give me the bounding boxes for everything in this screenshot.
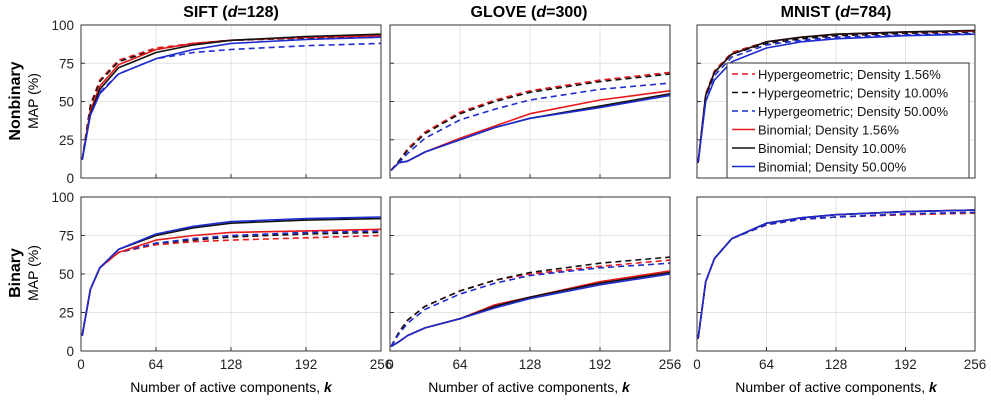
x-tick-label: 64 <box>452 357 468 372</box>
y-tick-label: 75 <box>59 229 74 244</box>
column-title-sift-var: d <box>228 4 239 21</box>
legend-label-1: Hypergeometric; Density 10.00% <box>758 86 948 101</box>
legend-label-5: Binomial; Density 50.00% <box>758 160 907 175</box>
ylabel-nonbinary: MAP (%) <box>25 73 41 129</box>
series-line-5 <box>390 94 671 171</box>
panel-nonbinary-glove <box>389 24 671 179</box>
xlabel-sift-var: k <box>324 379 333 395</box>
series-line-5 <box>697 209 976 339</box>
y-tick-label: 25 <box>59 133 74 148</box>
column-title-glove: GLOVE (d=300) <box>471 4 588 21</box>
legend-label-4: Binomial; Density 10.00% <box>758 141 907 156</box>
x-tick-label: 64 <box>759 357 775 372</box>
x-tick-label: 256 <box>370 357 393 372</box>
x-tick-label: 256 <box>964 357 987 372</box>
series-line-5 <box>81 216 382 336</box>
x-tick-label: 0 <box>386 357 394 372</box>
y-tick-label: 75 <box>59 56 74 71</box>
column-title-glove-eq: =300 <box>546 4 582 21</box>
panel-nonbinary-sift: 0 25 50 75 100 <box>51 18 382 186</box>
ylabel-binary: MAP (%) <box>25 245 41 301</box>
column-title-sift-name: SIFT <box>183 4 218 21</box>
xlabel-mnist-text: Number of active components, <box>735 379 929 395</box>
series-line-4 <box>81 33 382 160</box>
row-label-binary: Binary <box>7 248 24 298</box>
xlabel-mnist: Number of active components, k <box>735 379 938 395</box>
panel-binary-glove: 0 64 128 192 256 <box>386 196 682 372</box>
legend: Hypergeometric; Density 1.56% Hypergeomet… <box>726 62 970 179</box>
xlabel-sift: Number of active components, k <box>130 379 333 395</box>
y-tick-label: 25 <box>59 306 74 321</box>
x-tick-label: 192 <box>295 357 318 372</box>
x-tick-label: 128 <box>519 357 542 372</box>
series-line-4 <box>697 29 976 163</box>
xlabel-glove: Number of active components, k <box>428 379 631 395</box>
x-tick-label: 256 <box>659 357 682 372</box>
column-title-mnist-var: d <box>840 4 851 21</box>
legend-box <box>726 62 970 179</box>
y-tick-label: 0 <box>66 344 74 359</box>
column-title-mnist-eq: =784 <box>850 4 886 21</box>
x-tick-label: 192 <box>589 357 612 372</box>
x-tick-label: 0 <box>693 357 701 372</box>
series-line-5 <box>390 273 671 348</box>
xlabel-mnist-var: k <box>929 379 938 395</box>
panel-binary-mnist: 0 64 128 192 256 <box>693 196 987 372</box>
x-tick-label: 64 <box>148 357 164 372</box>
series-line-5 <box>697 33 976 163</box>
column-title-mnist-name: MNIST <box>781 4 831 21</box>
x-tick-label: 128 <box>220 357 243 372</box>
series-line-1 <box>390 256 671 347</box>
x-tick-label: 0 <box>77 357 85 372</box>
legend-label-0: Hypergeometric; Density 1.56% <box>758 67 941 82</box>
y-tick-label: 0 <box>66 171 74 186</box>
y-tick-label: 100 <box>51 190 74 205</box>
column-title-mnist: MNIST (d=784) <box>781 4 892 21</box>
xlabel-glove-var: k <box>622 379 631 395</box>
y-tick-label: 100 <box>51 18 74 33</box>
x-tick-label: 192 <box>894 357 917 372</box>
y-tick-label: 50 <box>59 267 74 282</box>
column-title-sift: SIFT (d=128) <box>183 4 279 21</box>
series-line-0 <box>390 71 671 171</box>
xlabel-sift-text: Number of active components, <box>130 379 324 395</box>
legend-label-3: Binomial; Density 1.56% <box>758 123 899 138</box>
legend-label-2: Hypergeometric; Density 50.00% <box>758 104 948 119</box>
xlabel-glove-text: Number of active components, <box>428 379 622 395</box>
x-tick-label: 128 <box>825 357 848 372</box>
column-title-glove-name: GLOVE <box>471 4 527 21</box>
series-line-1 <box>390 73 671 171</box>
row-label-nonbinary: Nonbinary <box>7 61 24 140</box>
series-line-5 <box>81 36 382 160</box>
column-title-sift-eq: =128 <box>237 4 273 21</box>
series-line-2 <box>390 82 671 171</box>
column-title-glove-var: d <box>536 4 547 21</box>
y-tick-label: 50 <box>59 95 74 110</box>
